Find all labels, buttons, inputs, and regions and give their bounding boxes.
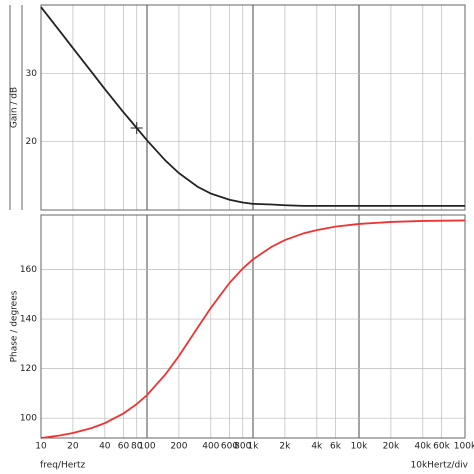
plot-frame <box>40 214 466 439</box>
x-tick-label: 40k <box>414 442 431 452</box>
x-tick-label: 20 <box>67 442 79 452</box>
x-tick-label: 4k <box>311 442 323 452</box>
y-tick-label: 120 <box>20 364 37 374</box>
x-tick-label: 100 <box>138 442 155 452</box>
x-tick-label: 6k <box>330 442 342 452</box>
y-axis-label: Gain / dB <box>10 87 20 128</box>
y-tick-label: 140 <box>20 315 37 325</box>
y-tick-label: 30 <box>26 69 38 79</box>
x-tick-label: 40 <box>99 442 111 452</box>
x-tick-label: 800 <box>234 442 251 452</box>
x-tick-label: 200 <box>170 442 187 452</box>
y-tick-label: 20 <box>26 137 38 147</box>
x-tick-label: 20k <box>383 442 400 452</box>
x-tick-label: 100k <box>454 442 474 452</box>
data-line <box>40 219 466 439</box>
y-tick-label: 160 <box>20 265 37 275</box>
x-tick-label: 60 <box>118 442 130 452</box>
x-tick-label: 60k <box>433 442 450 452</box>
x-tick-label: 1k <box>248 442 260 452</box>
x-tick-label: 400 <box>202 442 219 452</box>
annotation: 10kHertz/div <box>411 461 469 471</box>
y-axis-label: Phase / degrees <box>10 290 20 362</box>
x-tick-label: 600 <box>221 442 238 452</box>
y-tick-label: 100 <box>20 414 37 424</box>
x-axis-label: freq/Hertz <box>40 461 85 471</box>
x-tick-label: 2k <box>279 442 291 452</box>
plot-frame <box>40 4 466 211</box>
x-tick-label: 10 <box>35 442 47 452</box>
data-line <box>40 6 465 207</box>
x-tick-label: 10k <box>351 442 368 452</box>
x-tick-label: 80 <box>131 442 143 452</box>
